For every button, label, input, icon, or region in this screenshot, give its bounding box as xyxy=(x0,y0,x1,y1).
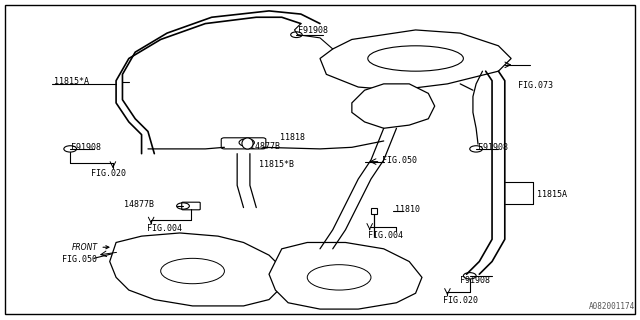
Text: F91908: F91908 xyxy=(72,143,102,152)
Polygon shape xyxy=(352,84,435,128)
Polygon shape xyxy=(320,30,511,90)
Text: 11810: 11810 xyxy=(394,205,420,214)
Text: 11815*A: 11815*A xyxy=(54,77,89,86)
Text: 14877B: 14877B xyxy=(250,141,280,150)
Text: F91908: F91908 xyxy=(460,276,490,285)
Text: 11818: 11818 xyxy=(280,133,305,142)
Polygon shape xyxy=(269,243,422,309)
Text: FRONT: FRONT xyxy=(72,243,109,252)
Text: FIG.050: FIG.050 xyxy=(62,255,97,264)
Text: FIG.050: FIG.050 xyxy=(383,156,417,165)
Text: 11815A: 11815A xyxy=(537,190,566,199)
Text: 14877B: 14877B xyxy=(124,200,154,209)
Text: FIG.073: FIG.073 xyxy=(518,81,552,90)
Text: FIG.004: FIG.004 xyxy=(147,224,182,233)
Polygon shape xyxy=(109,233,282,306)
Text: F91908: F91908 xyxy=(478,143,508,152)
Text: FIG.020: FIG.020 xyxy=(91,169,125,178)
Text: FIG.020: FIG.020 xyxy=(443,296,478,305)
Text: 11815*B: 11815*B xyxy=(259,160,294,169)
Text: A082001174: A082001174 xyxy=(589,302,636,311)
Text: F91908: F91908 xyxy=(298,26,328,36)
Text: FIG.004: FIG.004 xyxy=(368,231,403,240)
